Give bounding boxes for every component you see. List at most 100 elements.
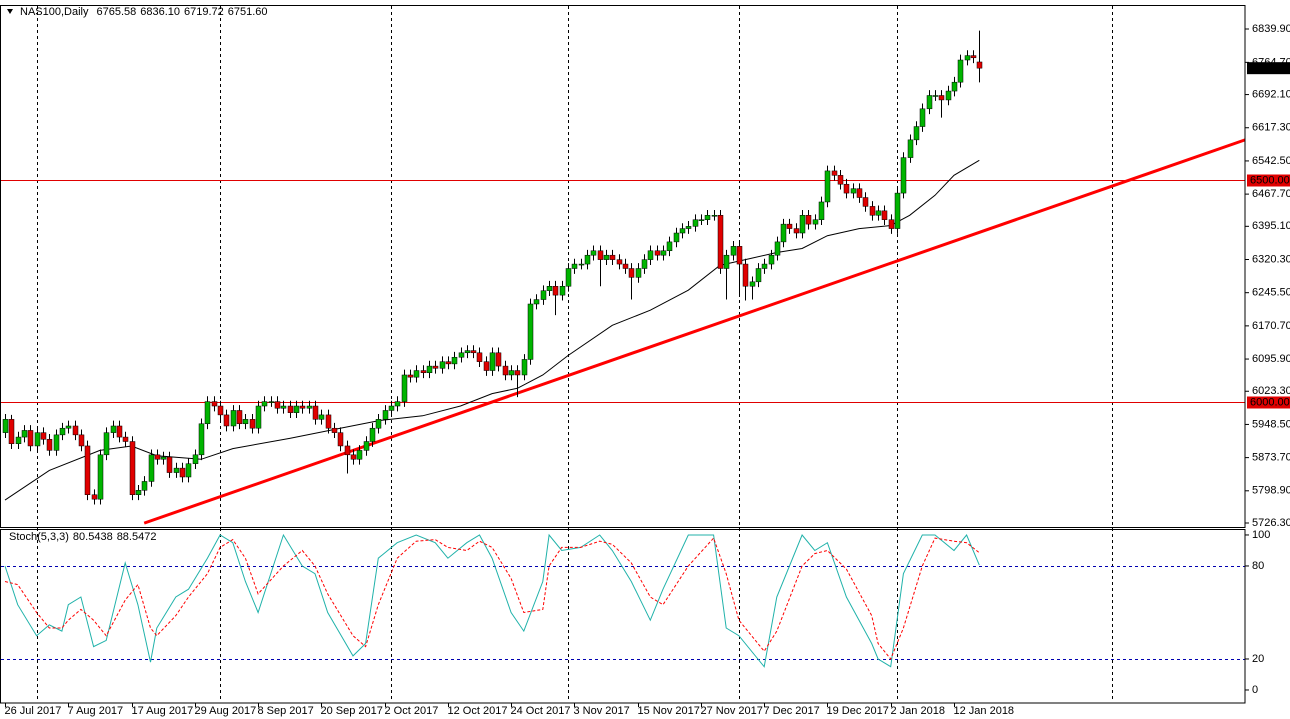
candle-body	[717, 215, 724, 269]
candle-body	[812, 219, 819, 225]
candle-body	[894, 192, 901, 229]
candle-body	[647, 250, 654, 260]
candle-body	[97, 454, 104, 500]
candle-body	[27, 430, 34, 447]
candle-body	[704, 215, 711, 220]
candle-body	[122, 436, 129, 442]
x-tick-label: 29 Aug 2017	[195, 705, 257, 717]
candle-body	[72, 425, 79, 436]
candle-body	[837, 175, 844, 185]
y-tick-label: 5948.50	[1252, 418, 1290, 430]
candle-body	[299, 405, 306, 409]
candle-body	[869, 206, 876, 216]
candle-body	[900, 157, 907, 194]
candle-body	[312, 405, 319, 420]
candle-body	[502, 365, 509, 376]
candle-body	[559, 286, 566, 296]
candle-body	[843, 183, 850, 194]
candle-body	[881, 210, 888, 220]
x-tick-label: 7 Aug 2017	[68, 705, 124, 717]
candle-body	[957, 59, 964, 83]
x-tick-label: 19 Dec 2017	[827, 705, 889, 717]
candle-body	[780, 223, 787, 243]
candle-body	[293, 405, 300, 413]
candle-body	[831, 170, 838, 176]
y-tick-label: 6467.70	[1252, 188, 1290, 200]
candle-body	[495, 352, 502, 367]
menu-arrow[interactable]	[7, 9, 13, 14]
chart-title: NAS100,Daily	[20, 6, 89, 18]
stoch-line	[4, 533, 980, 668]
level-tag	[1247, 174, 1290, 187]
candle-body	[862, 197, 869, 207]
candle-body	[116, 425, 123, 438]
candle-body	[382, 410, 389, 420]
candle-body	[464, 350, 471, 354]
candle-body	[521, 359, 528, 376]
candle-body	[755, 268, 762, 283]
candle-body	[401, 374, 408, 402]
candle-body	[527, 303, 534, 360]
candle-body	[635, 268, 642, 278]
stoch-header: Stoch(5,3,3) 80.5438 88.5472	[9, 531, 156, 543]
candle-body	[698, 219, 705, 221]
candle-body	[951, 81, 958, 92]
candle-body	[641, 259, 648, 269]
candle-body	[913, 126, 920, 141]
candle-body	[976, 61, 983, 69]
candle-body	[552, 286, 559, 296]
candle-body	[736, 246, 743, 265]
candle-body	[59, 427, 66, 436]
candle-body	[242, 419, 249, 425]
stoch-tick-label: 100	[1252, 529, 1270, 541]
x-tick-label: 8 Sep 2017	[258, 705, 314, 717]
candle-body	[274, 401, 281, 409]
y-tick-label: 6095.90	[1252, 353, 1290, 365]
stoch-value: 80.5438	[73, 531, 113, 543]
candle-body	[584, 254, 591, 265]
candle-body	[850, 188, 857, 194]
stoch-tick-label: 0	[1252, 684, 1258, 696]
candle-body	[793, 228, 800, 234]
candle-body	[255, 405, 262, 429]
candle-body	[875, 210, 882, 216]
candle-body	[8, 419, 15, 444]
candle-body	[110, 425, 117, 433]
x-tick-label: 15 Nov 2017	[638, 705, 700, 717]
candle-body	[730, 246, 737, 256]
candle-body	[856, 188, 863, 198]
candle-body	[369, 427, 376, 442]
candle-body	[394, 401, 401, 407]
x-tick-label: 27 Nov 2017	[701, 705, 763, 717]
y-tick-label: 6692.10	[1252, 88, 1290, 100]
candle-body	[742, 263, 749, 287]
candle-body	[565, 268, 572, 287]
candle-body	[261, 401, 268, 407]
candle-body	[489, 352, 496, 371]
candle-body	[970, 55, 977, 59]
candle-body	[818, 201, 825, 220]
candle-body	[660, 250, 667, 256]
candle-body	[185, 463, 192, 478]
candle-body	[198, 423, 205, 456]
candle-body	[805, 215, 812, 225]
candle-body	[628, 268, 635, 278]
y-tick-label: 6170.70	[1252, 320, 1290, 332]
candle-body	[711, 215, 718, 217]
candle-body	[148, 454, 155, 482]
y-tick-label: 6542.50	[1252, 155, 1290, 167]
candle-body	[135, 490, 142, 495]
candle-body	[280, 405, 287, 409]
last-price-label: 6751.60	[1250, 62, 1290, 74]
stoch-value: 88.5472	[117, 531, 157, 543]
candle-body	[53, 434, 60, 451]
y-tick-label: 5798.90	[1252, 485, 1290, 497]
candle-body	[470, 350, 477, 354]
candle-body	[350, 454, 357, 460]
candle-body	[508, 370, 515, 376]
x-tick-label: 20 Sep 2017	[321, 705, 383, 717]
candle-body	[546, 286, 553, 291]
level-tag	[1247, 396, 1290, 409]
x-tick-label: 3 Nov 2017	[574, 705, 630, 717]
x-tick-label: 7 Dec 2017	[764, 705, 820, 717]
